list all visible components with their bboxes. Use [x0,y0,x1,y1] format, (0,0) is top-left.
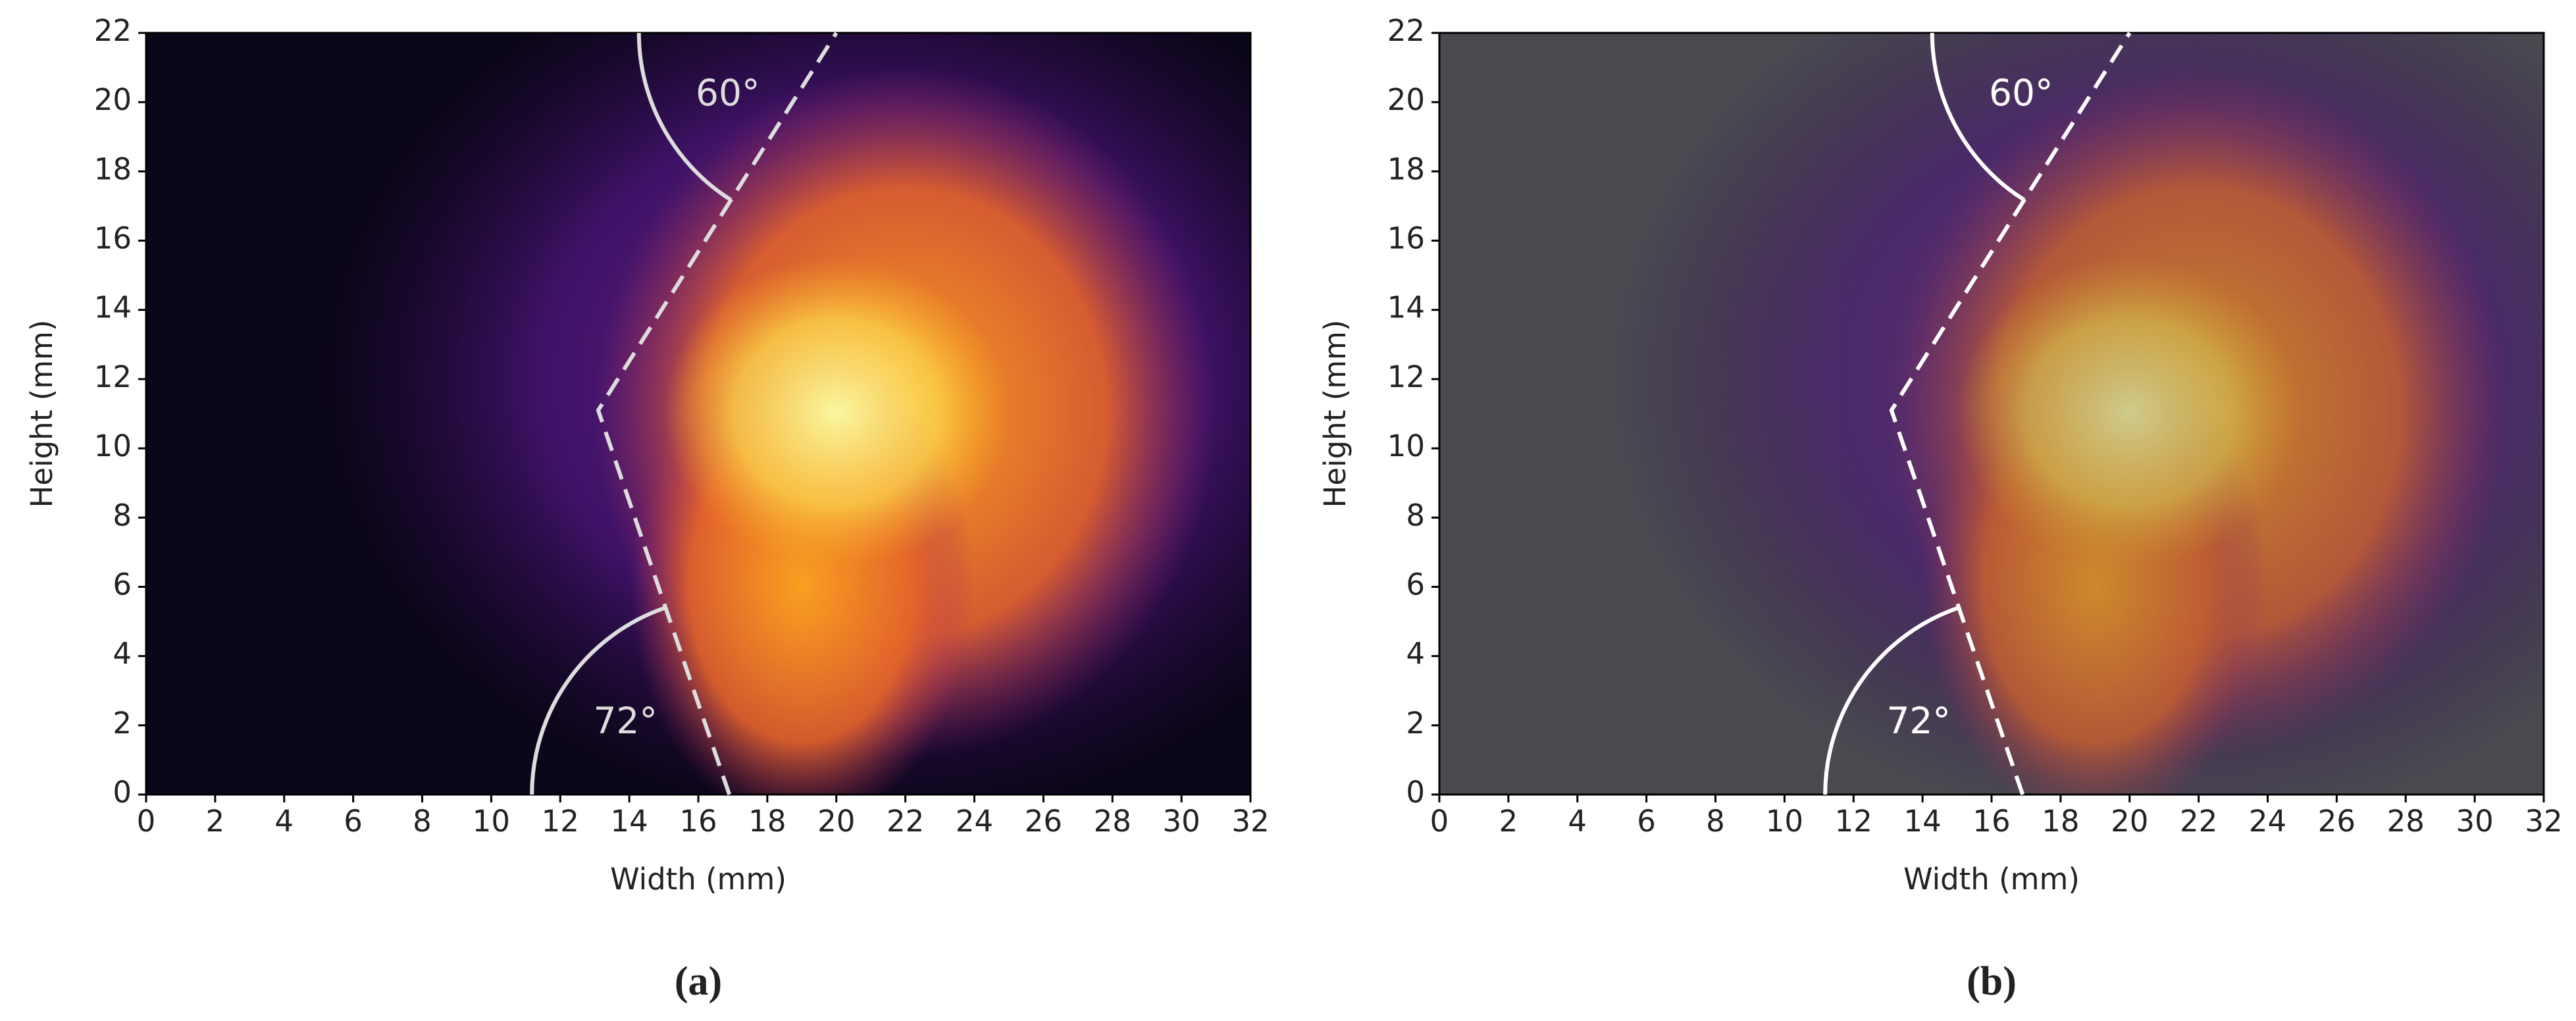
caption: (a) [675,959,722,1004]
x-tick-label: 10 [1766,804,1803,839]
y-tick-label: 14 [94,290,132,325]
x-tick-label: 28 [2387,804,2425,839]
x-axis-label: Width (mm) [610,862,786,897]
x-tick-label: 16 [679,804,717,839]
angle-arc [530,606,667,795]
x-tick-label: 22 [2180,804,2217,839]
angle-label: 60° [696,72,760,114]
y-tick-label: 14 [1387,290,1425,325]
x-axis-label: Width (mm) [1903,862,2080,897]
panel: 0 2 4 6 8 10 12 14 16 18 20 22 24 26 28 30 3202468101214… [24,13,1270,1004]
x-tick-label: 26 [2318,804,2356,839]
x-tick-label: 30 [1162,804,1200,839]
x-tick-label: 0 [1430,804,1449,839]
x-tick-label: 6 [344,804,363,839]
angle-arc [1930,33,2026,202]
x-tick-label: 14 [1903,804,1941,839]
y-tick-label: 18 [1387,151,1425,186]
y-tick-label: 6 [1406,567,1425,602]
x-tick-label: 0 [137,804,156,839]
y-tick-label: 2 [1406,706,1425,741]
heatmap-overlay [1612,33,2544,795]
angle-arc [636,33,733,202]
x-tick-label: 24 [2249,804,2286,839]
x-tick-label: 4 [274,804,294,839]
y-tick-label: 8 [1406,498,1425,533]
y-axis-label: Height (mm) [24,320,59,508]
x-tick-label: 28 [1094,804,1131,839]
x-tick-label: 12 [1835,804,1872,839]
boundary-line [1889,32,2132,795]
y-tick-label: 16 [94,221,132,256]
x-tick-label: 26 [1025,804,1062,839]
y-tick-label: 20 [94,82,132,117]
x-tick-label: 20 [2111,804,2148,839]
y-tick-label: 22 [1387,13,1425,48]
y-tick-label: 4 [113,637,132,671]
x-tick-label: 2 [1499,804,1518,839]
x-tick-label: 18 [2042,804,2079,839]
y-tick-label: 8 [113,498,132,533]
heatmap-overlay [319,33,1250,795]
angle-label: 72° [1886,700,1951,742]
x-tick-label: 20 [817,804,855,839]
x-tick-label: 24 [956,804,993,839]
angle-label: 60° [1989,72,2053,114]
angle-label: 72° [593,700,657,742]
y-tick-label: 2 [113,706,132,741]
x-tick-label: 2 [206,804,225,839]
y-tick-label: 16 [1387,221,1425,256]
x-tick-label: 14 [610,804,648,839]
y-tick-label: 12 [1387,359,1425,394]
x-tick-label: 18 [748,804,786,839]
boundary-line [596,32,838,795]
y-tick-label: 22 [94,13,132,48]
heatmap [146,33,1250,795]
y-tick-label: 0 [113,775,132,810]
heat-peak [663,257,1009,568]
x-tick-label: 30 [2456,804,2493,839]
caption: (b) [1967,959,2017,1004]
x-tick-label: 10 [473,804,510,839]
x-tick-label: 8 [413,804,432,839]
x-tick-label: 32 [1231,804,1269,839]
y-tick-label: 12 [94,359,132,394]
heat-peak [1957,257,2302,568]
y-tick-label: 20 [1387,82,1425,117]
y-tick-label: 10 [94,429,132,463]
x-tick-label: 8 [1706,804,1725,839]
y-axis-label: Height (mm) [1318,320,1352,508]
x-tick-label: 4 [1568,804,1587,839]
x-tick-label: 6 [1637,804,1656,839]
heatmap [1439,33,2544,795]
y-tick-label: 10 [1387,429,1425,463]
panel: 0 2 4 6 8 10 12 14 16 18 20 22 24 26 28 30 3202468101214… [1318,13,2563,1004]
x-tick-label: 32 [2525,804,2562,839]
x-tick-label: 16 [1972,804,2010,839]
y-tick-label: 18 [94,151,132,186]
angle-arc [1823,606,1960,795]
y-tick-label: 4 [1406,637,1425,671]
y-tick-label: 0 [1406,775,1425,810]
x-tick-label: 22 [887,804,924,839]
y-tick-label: 6 [113,567,132,602]
x-tick-label: 12 [542,804,579,839]
